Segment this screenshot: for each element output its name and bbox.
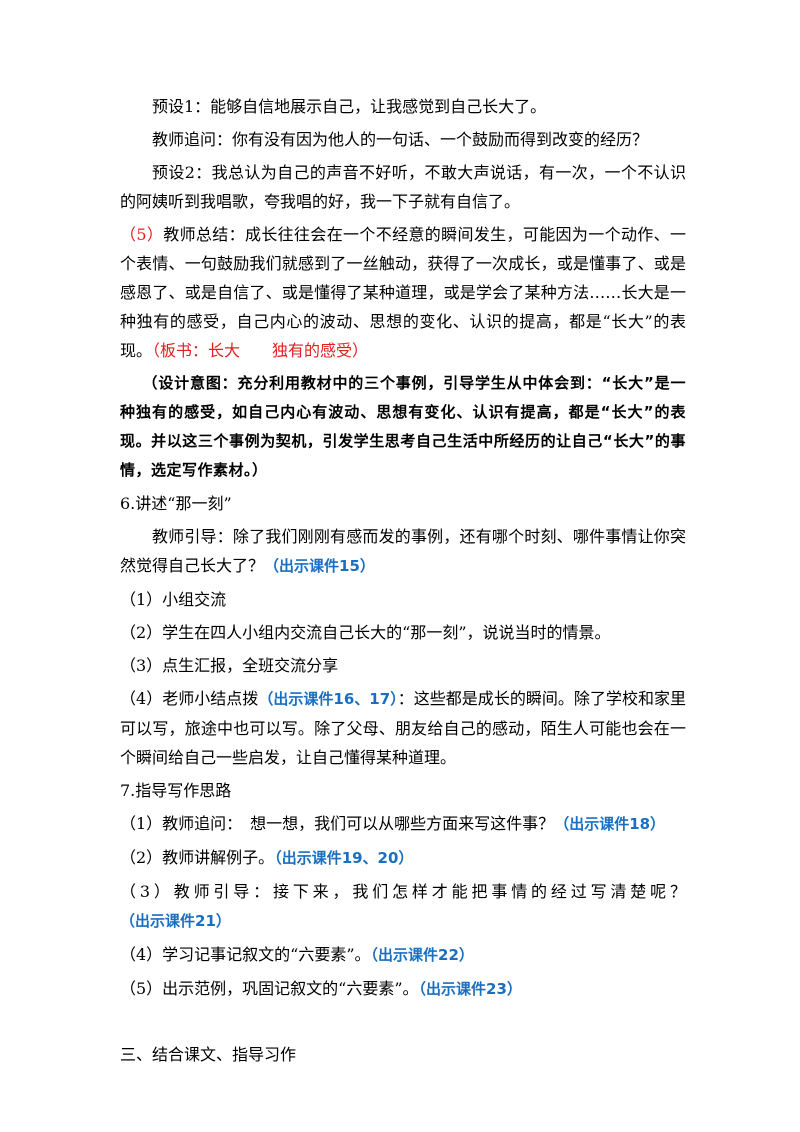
- text: （出示课件21）: [120, 912, 231, 930]
- text: （3）点生汇报，全班交流分享: [120, 656, 339, 675]
- text: （4）老师小结点拨: [120, 689, 259, 708]
- text: （出示课件15）: [264, 557, 375, 575]
- paragraph: （2）学生在四人小组内交流自己长大的“那一刻”，说说当时的情景。: [120, 618, 686, 647]
- text: （出示课件18）: [554, 815, 666, 833]
- text: （2）学生在四人小组内交流自己长大的“那一刻”，说说当时的情景。: [120, 623, 611, 642]
- content: 预设1：能够自信地展示自己，让我感觉到自己长大了。 教师追问：你有没有因为他人的…: [120, 92, 686, 1073]
- text: （出示课件16、17）: [258, 690, 398, 708]
- section-heading: 三、结合课文、指导习作: [120, 1040, 686, 1069]
- text: 三、结合课文、指导习作: [120, 1045, 297, 1064]
- text: （设计意图：充分利用教材中的三个事例，引导学生从中体会到：“长大”是一种独有的感…: [120, 374, 686, 479]
- paragraph: 预设2：我总认为自己的声音不好听，不敢大声说话，有一次，一个不认识的阿姨听到我唱…: [120, 158, 686, 216]
- paragraph: （4）学习记事记叙文的“六要素”。（出示课件22）: [120, 940, 686, 970]
- text: （3）教师引导：接下来，我们怎样才能把事情的经过写清楚呢？: [120, 882, 686, 901]
- text: ：这些都是成长的瞬间。除了学校和家里可以写，旅途中也可以写。除了父母、朋友给自己…: [120, 689, 686, 767]
- text: （5）: [120, 225, 164, 244]
- paragraph: （1）小组交流: [120, 585, 686, 614]
- text: （1）教师追问： 想一想，我们可以从哪些方面来写这件事？: [120, 814, 555, 833]
- text: （出示课件22）: [370, 946, 474, 964]
- paragraph: （5）出示范例，巩固记叙文的“六要素”。（出示课件23）: [120, 974, 686, 1004]
- paragraph: （1）教师追问： 想一想，我们可以从哪些方面来写这件事？（出示课件18）: [120, 809, 686, 839]
- text: 教师追问：你有没有因为他人的一句话、一个鼓励而得到改变的经历？: [152, 130, 649, 149]
- text: 教师总结：成长往往会在一个不经意的瞬间发生，可能因为一个动作、一个表情、一句鼓励…: [120, 225, 686, 360]
- text: 6.讲述“那一刻”: [120, 494, 232, 513]
- paragraph: 预设1：能够自信地展示自己，让我感觉到自己长大了。: [120, 92, 686, 121]
- paragraph: 教师追问：你有没有因为他人的一句话、一个鼓励而得到改变的经历？: [120, 125, 686, 154]
- text: （5）出示范例，巩固记叙文的“六要素”。: [120, 979, 419, 998]
- text: （1）小组交流: [120, 590, 227, 609]
- text: 教师引导：除了我们刚刚有感而发的事例，还有哪个时刻、哪件事情让你突然觉得自己长大…: [120, 527, 686, 575]
- heading: 7.指导写作思路: [120, 776, 686, 805]
- paragraph: （3）教师引导：接下来，我们怎样才能把事情的经过写清楚呢？ （出示课件21）: [120, 877, 686, 936]
- paragraph: （4）老师小结点拨（出示课件16、17）：这些都是成长的瞬间。除了学校和家里可以…: [120, 684, 686, 772]
- text: 7.指导写作思路: [120, 781, 232, 800]
- text: 预设1：能够自信地展示自己，让我感觉到自己长大了。: [152, 97, 547, 116]
- text: （出示课件19、20）: [274, 849, 414, 867]
- text: （板书：长大 独有的感受）: [152, 341, 369, 360]
- text: （出示课件23）: [418, 980, 522, 998]
- text: 预设2：我总认为自己的声音不好听，不敢大声说话，有一次，一个不认识的阿姨听到我唱…: [120, 163, 686, 211]
- text: （2）教师讲解例子。: [120, 848, 275, 867]
- text: （4）学习记事记叙文的“六要素”。: [120, 945, 371, 964]
- heading: 6.讲述“那一刻”: [120, 489, 686, 518]
- paragraph: （5）教师总结：成长往往会在一个不经意的瞬间发生，可能因为一个动作、一个表情、一…: [120, 220, 686, 365]
- paragraph: （设计意图：充分利用教材中的三个事例，引导学生从中体会到：“长大”是一种独有的感…: [120, 369, 686, 485]
- paragraph: 教师引导：除了我们刚刚有感而发的事例，还有哪个时刻、哪件事情让你突然觉得自己长大…: [120, 522, 686, 581]
- paragraph: （2）教师讲解例子。（出示课件19、20）: [120, 843, 686, 873]
- paragraph: （3）点生汇报，全班交流分享: [120, 651, 686, 680]
